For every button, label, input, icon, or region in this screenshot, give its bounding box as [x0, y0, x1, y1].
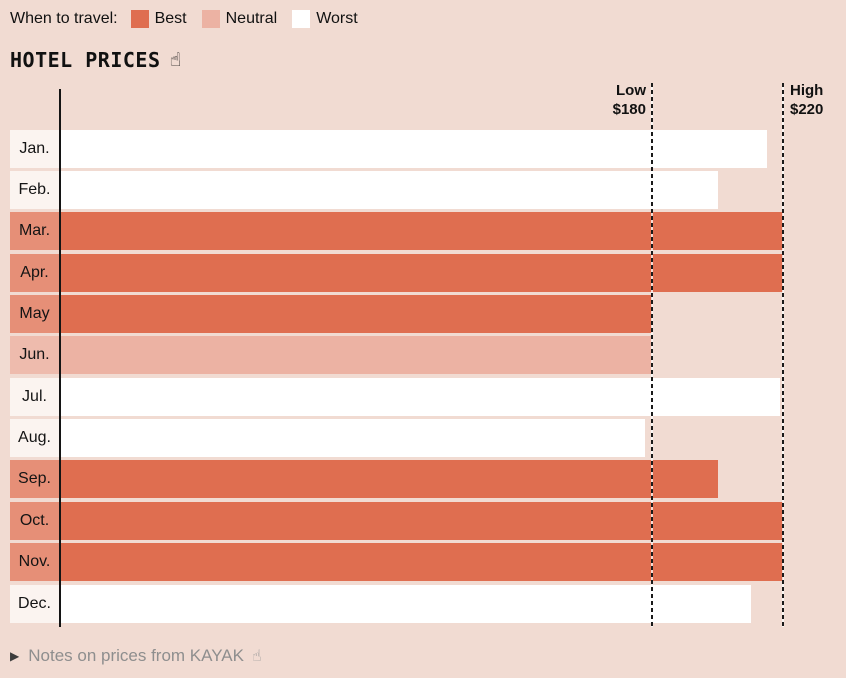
price-bar-jan [61, 129, 767, 168]
best-color-swatch [130, 10, 149, 28]
baseline-axis [59, 89, 61, 627]
month-label-jul: Jul. [10, 377, 59, 416]
legend-item-neutral: Neutral [201, 10, 278, 28]
price-bar-mar [61, 212, 784, 251]
notes-label: Notes on prices from KAYAK [28, 646, 244, 665]
high-word: High [790, 82, 824, 99]
price-bar-oct [61, 501, 784, 540]
month-label-may: May [10, 294, 59, 333]
legend-item-best: Best [130, 10, 187, 28]
legend-label-neutral: Neutral [225, 10, 278, 27]
low-price-label: Low $180 [613, 81, 646, 119]
price-bar-jul [61, 377, 780, 416]
high-price-label: High $220 [790, 81, 823, 119]
month-label-sep: Sep. [10, 460, 59, 499]
tap-hand-icon-gray: ☝ [251, 646, 262, 665]
low-price-dotted-line [651, 83, 653, 627]
legend-label-best: Best [154, 10, 187, 27]
price-bar-nov [61, 543, 784, 582]
month-label-jan: Jan. [10, 129, 59, 168]
chart-title: HOTEL PRICES [10, 48, 161, 72]
legend-title: When to travel: [10, 10, 118, 27]
high-price-dotted-line [782, 83, 784, 627]
low-amount: $180 [612, 101, 646, 118]
legend-item-worst: Worst [292, 10, 358, 28]
when-to-travel-legend: When to travel: Best Neutral Worst [10, 10, 373, 28]
month-label-aug: Aug. [10, 419, 59, 457]
price-bar-aug [61, 419, 646, 457]
chart-header: HOTEL PRICES ☝ [10, 48, 181, 72]
month-label-jun: Jun. [10, 336, 59, 375]
month-label-apr: Apr. [10, 253, 59, 292]
month-label-dec: Dec. [10, 584, 59, 623]
month-label-nov: Nov. [10, 543, 59, 582]
price-bar-feb [61, 170, 718, 209]
notes-disclosure[interactable]: ▶ Notes on prices from KAYAK ☝ [10, 646, 262, 666]
price-bar-apr [61, 253, 784, 292]
worst-color-swatch [292, 10, 311, 28]
month-label-oct: Oct. [10, 501, 59, 540]
month-label-feb: Feb. [10, 170, 59, 209]
legend-label-worst: Worst [316, 10, 358, 27]
triangle-expand-icon[interactable]: ▶ [10, 649, 20, 663]
price-bar-may [61, 294, 652, 333]
high-amount: $220 [790, 101, 824, 118]
month-label-mar: Mar. [10, 212, 59, 251]
price-bar-jun [61, 336, 652, 375]
low-word: Low [616, 82, 646, 99]
neutral-color-swatch [201, 10, 220, 28]
price-bar-sep [61, 460, 718, 499]
tap-hand-icon[interactable]: ☝ [169, 48, 182, 71]
price-bar-dec [61, 584, 751, 623]
